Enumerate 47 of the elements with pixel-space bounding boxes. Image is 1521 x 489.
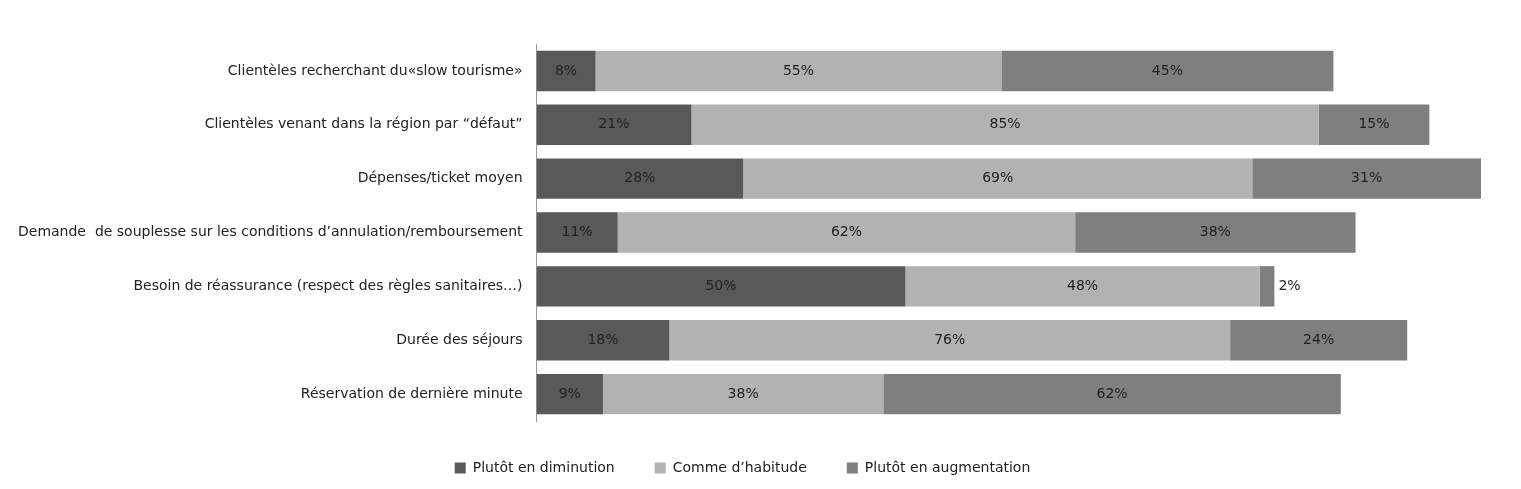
bar (536, 320, 670, 361)
bar (743, 158, 1253, 199)
data-label: 38% (1199, 223, 1231, 240)
bar (905, 266, 1260, 307)
data-label: 62% (1096, 384, 1128, 401)
y-tick-label: Dépenses/ticket moyen (357, 169, 523, 186)
bar (669, 320, 1231, 361)
legend-label: Plutôt en augmentation (864, 458, 1031, 475)
bar (1230, 320, 1408, 361)
legend-label: Plutôt en diminution (472, 458, 615, 475)
data-label: 85% (989, 115, 1021, 132)
data-label: 15% (1358, 115, 1390, 132)
bar (602, 373, 884, 415)
bar (1252, 158, 1481, 199)
bar (1318, 104, 1430, 145)
y-tick-label: Durée des séjours (396, 330, 523, 347)
bar (536, 266, 906, 307)
data-label: 9% (558, 384, 581, 401)
bar (691, 104, 1319, 145)
y-tick-label: Réservation de dernière minute (300, 384, 523, 401)
legend-label: Comme d’habitude (672, 458, 807, 475)
data-label: 2% (1278, 277, 1301, 293)
y-tick-label: Clientèles venant dans la région par “défaut” (204, 115, 523, 132)
data-label: 55% (782, 61, 815, 78)
y-tick-label: Demande de souplesse sur les conditions d’annulation/remboursement (17, 223, 524, 240)
bar (617, 212, 1076, 253)
bar (536, 104, 692, 145)
bar (1259, 266, 1275, 307)
bar (595, 50, 1002, 92)
bar (536, 373, 603, 415)
bar (1001, 50, 1334, 92)
bar (883, 373, 1341, 415)
data-label: 50% (705, 277, 737, 293)
bar (536, 158, 744, 199)
data-label: 38% (727, 384, 759, 401)
data-label: 31% (1351, 169, 1383, 186)
data-label: 76% (934, 330, 966, 347)
data-label: 45% (1151, 61, 1183, 78)
data-label: 62% (830, 223, 862, 240)
data-label: 48% (1066, 277, 1099, 293)
data-label: 69% (982, 169, 1014, 186)
y-tick-label: Besoin de réassurance (respect des règles sanitaires…) (133, 277, 523, 293)
data-label: 24% (1303, 330, 1335, 347)
y-tick-label: Clientèles recherchant du«slow tourisme» (227, 61, 523, 78)
bar (1075, 212, 1356, 253)
bar (536, 50, 596, 92)
bar (536, 212, 618, 253)
